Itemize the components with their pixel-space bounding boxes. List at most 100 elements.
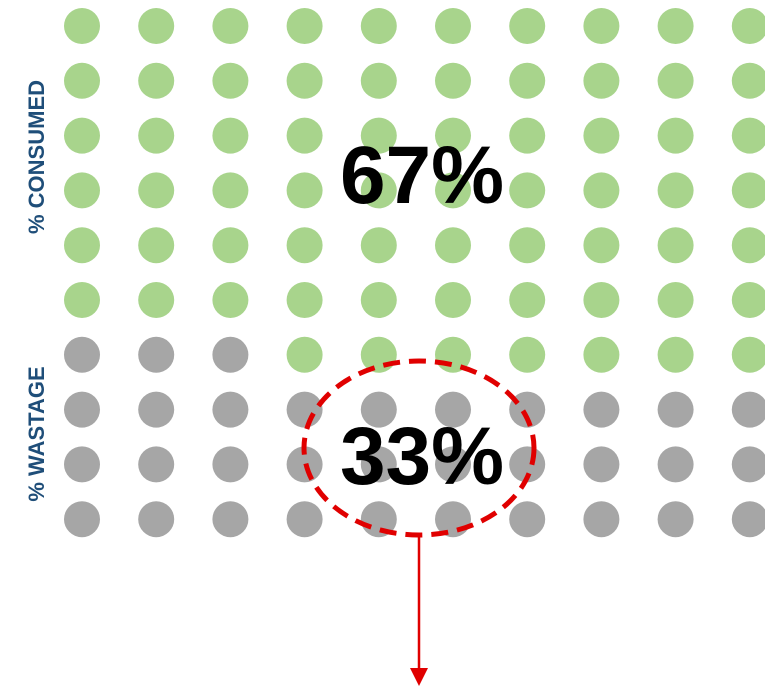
consumed-dot xyxy=(509,8,546,44)
consumed-dot xyxy=(360,336,397,373)
consumed-dot xyxy=(657,172,694,209)
consumed-dot xyxy=(435,62,471,99)
wastage-dot xyxy=(731,501,765,538)
wastage-dot xyxy=(64,501,100,538)
consumed-dot xyxy=(360,282,397,318)
consumed-dot xyxy=(64,282,100,318)
wastage-dot xyxy=(138,501,175,538)
wastage-dot xyxy=(212,501,249,538)
consumed-dot xyxy=(286,117,323,154)
consumed-dot xyxy=(657,282,694,318)
consumed-dot xyxy=(360,227,397,264)
consumed-dot xyxy=(286,336,323,373)
consumed-dot xyxy=(435,172,471,209)
consumed-dot xyxy=(731,282,765,318)
wastage-dot xyxy=(435,446,471,483)
consumed-dot xyxy=(435,282,471,318)
consumed-dot xyxy=(731,336,765,373)
consumed-dot xyxy=(435,227,471,264)
wastage-dot xyxy=(583,391,620,428)
wastage-dot xyxy=(138,446,175,483)
consumed-dot xyxy=(657,117,694,154)
arrow-head-icon xyxy=(410,668,428,686)
consumed-dot xyxy=(138,62,175,99)
wastage-dot xyxy=(212,446,249,483)
wastage-dot xyxy=(64,391,100,428)
consumed-dot xyxy=(583,282,620,318)
wastage-dot xyxy=(64,446,100,483)
consumed-dot xyxy=(286,172,323,209)
consumed-dot xyxy=(212,117,249,154)
consumed-dot xyxy=(731,172,765,209)
wastage-dot xyxy=(509,501,546,538)
consumed-dot xyxy=(138,8,175,44)
wastage-dot xyxy=(360,391,397,428)
consumed-dot xyxy=(509,117,546,154)
consumed-dot xyxy=(360,172,397,209)
consumed-dot xyxy=(64,172,100,209)
wastage-dot xyxy=(731,391,765,428)
consumed-dot xyxy=(509,336,546,373)
consumed-dot xyxy=(64,62,100,99)
consumed-dot xyxy=(212,8,249,44)
wastage-dot xyxy=(286,391,323,428)
consumed-dot xyxy=(583,227,620,264)
consumed-dot xyxy=(286,62,323,99)
consumed-dot xyxy=(731,8,765,44)
consumed-dot xyxy=(509,172,546,209)
consumed-dot xyxy=(731,227,765,264)
consumed-dot xyxy=(657,227,694,264)
consumed-dot xyxy=(138,282,175,318)
consumed-dot xyxy=(435,8,471,44)
consumed-dot xyxy=(138,227,175,264)
consumed-dot xyxy=(583,172,620,209)
consumed-value-label: 67% xyxy=(340,130,504,221)
consumed-dot xyxy=(657,336,694,373)
consumed-dot xyxy=(64,227,100,264)
wastage-dot xyxy=(212,391,249,428)
consumed-dot xyxy=(657,8,694,44)
wastage-dot xyxy=(583,501,620,538)
consumed-dot xyxy=(435,117,471,154)
consumed-dot xyxy=(583,336,620,373)
wastage-dot xyxy=(657,391,694,428)
consumed-dot xyxy=(64,117,100,154)
consumed-dot xyxy=(212,227,249,264)
consumed-dot xyxy=(286,8,323,44)
wastage-axis-label: % WASTAGE xyxy=(24,366,49,501)
wastage-dot xyxy=(286,501,323,538)
consumed-dot xyxy=(731,62,765,99)
wastage-dot xyxy=(583,446,620,483)
consumed-dot xyxy=(583,62,620,99)
consumed-dot xyxy=(583,8,620,44)
consumed-dot xyxy=(212,282,249,318)
consumed-dot xyxy=(286,282,323,318)
consumed-dot xyxy=(360,117,397,154)
consumed-dot xyxy=(583,117,620,154)
wastage-dot xyxy=(509,446,546,483)
consumed-dot xyxy=(509,227,546,264)
wastage-dot xyxy=(731,446,765,483)
consumed-axis-label: % CONSUMED xyxy=(24,80,49,234)
consumed-dot xyxy=(657,62,694,99)
waffle-dots xyxy=(64,8,765,538)
consumed-dot xyxy=(509,62,546,99)
consumed-dot xyxy=(64,8,100,44)
consumed-dot xyxy=(138,172,175,209)
wastage-dot xyxy=(138,391,175,428)
consumed-dot xyxy=(212,62,249,99)
wastage-dot xyxy=(212,336,249,373)
wastage-dot xyxy=(435,391,471,428)
consumed-dot xyxy=(509,282,546,318)
consumed-dot xyxy=(212,172,249,209)
consumed-dot xyxy=(138,117,175,154)
consumed-dot xyxy=(360,8,397,44)
wastage-dot xyxy=(138,336,175,373)
wastage-dot xyxy=(657,446,694,483)
wastage-value-label: 33% xyxy=(340,411,504,502)
consumed-dot xyxy=(360,62,397,99)
wastage-dot xyxy=(360,446,397,483)
wastage-dot xyxy=(64,336,100,373)
consumed-dot xyxy=(286,227,323,264)
